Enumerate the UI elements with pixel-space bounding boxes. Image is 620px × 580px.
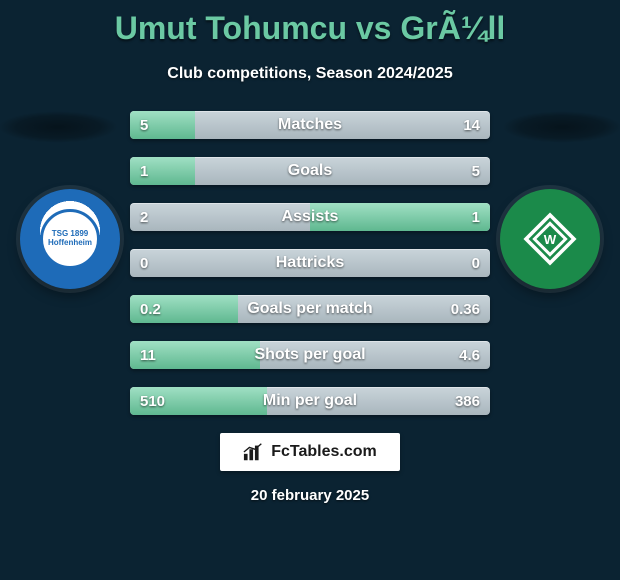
stat-fill-left [130,295,238,323]
stat-row: 510386Min per goal [130,387,490,415]
stat-row: 0 0Hattricks [130,249,490,277]
stat-fill-left [130,387,267,415]
stat-row: 21Assists [130,203,490,231]
player-shadow-right [502,111,620,143]
stat-value-right: 5 [462,157,490,185]
comparison-title: Umut Tohumcu vs GrÃ¼ll [0,0,620,47]
team-crest-left-label: TSG 1899 Hoffenheim [40,209,100,269]
stat-value-left: 2 [130,203,158,231]
stat-fill-left [130,111,195,139]
brand-text: FcTables.com [271,443,377,461]
team-crest-right: W [500,189,600,289]
stat-value-right: 386 [445,387,490,415]
stat-fill-right [310,203,490,231]
comparison-stage: TSG 1899 Hoffenheim W 514Matches 15Goals 2… [0,111,620,415]
stat-row: 0.20.36Goals per match [130,295,490,323]
werder-diamond-icon: W [520,209,580,269]
stat-label: Hattricks [130,249,490,277]
stat-row: 114.6Shots per goal [130,341,490,369]
team-crest-left: TSG 1899 Hoffenheim [20,189,120,289]
stat-row: 15Goals [130,157,490,185]
stat-fill-left [130,157,195,185]
stat-bars-container: 514Matches 15Goals 21Assists 0 0Hattricks 0.2… [130,111,490,415]
bar-chart-icon [243,442,265,462]
comparison-subtitle: Club competitions, Season 2024/2025 [0,65,620,83]
stat-value-right: 4.6 [449,341,490,369]
stat-value-right: 0.36 [441,295,490,323]
stat-value-right: 14 [453,111,490,139]
stat-value-right: 0 [462,249,490,277]
stat-row: 514Matches [130,111,490,139]
footer-date: 20 february 2025 [0,487,620,504]
brand-badge[interactable]: FcTables.com [220,433,400,471]
stat-value-left: 0 [130,249,158,277]
svg-text:W: W [544,232,557,247]
player-shadow-left [0,111,118,143]
stat-fill-left [130,341,260,369]
